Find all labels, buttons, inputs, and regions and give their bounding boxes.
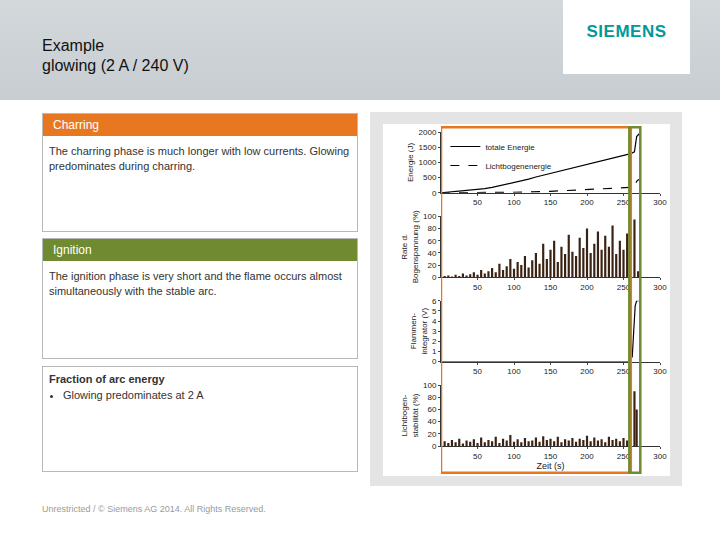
svg-text:20: 20 bbox=[427, 430, 436, 439]
svg-text:60: 60 bbox=[427, 237, 436, 246]
svg-text:50: 50 bbox=[473, 367, 482, 376]
svg-text:4: 4 bbox=[432, 317, 437, 326]
svg-text:40: 40 bbox=[427, 249, 436, 258]
svg-text:100: 100 bbox=[507, 198, 521, 207]
svg-text:150: 150 bbox=[544, 198, 558, 207]
svg-text:Energie (J): Energie (J) bbox=[406, 143, 415, 182]
svg-text:500: 500 bbox=[423, 173, 437, 182]
html-text:Charring: Charring bbox=[53, 118, 99, 132]
svg-text:80: 80 bbox=[427, 224, 436, 233]
svg-text:300: 300 bbox=[653, 452, 667, 461]
svg-text:200: 200 bbox=[580, 283, 594, 292]
svg-text:150: 150 bbox=[544, 452, 558, 461]
html-text:Glowing predominates at 2 A: Glowing predominates at 2 A bbox=[63, 389, 204, 401]
svg-text:totale Energie: totale Energie bbox=[485, 143, 535, 152]
html-text:SIEMENS: SIEMENS bbox=[586, 22, 667, 41]
svg-text:100: 100 bbox=[423, 381, 437, 390]
svg-text:150: 150 bbox=[544, 283, 558, 292]
svg-text:20: 20 bbox=[427, 261, 436, 270]
html-text:glowing (2 A / 240 V): glowing (2 A / 240 V) bbox=[42, 57, 189, 74]
svg-text:80: 80 bbox=[427, 393, 436, 402]
svg-text:100: 100 bbox=[507, 367, 521, 376]
svg-text:50: 50 bbox=[473, 283, 482, 292]
html-text:The ignition phase is very sho: The ignition phase is very short and the… bbox=[49, 270, 342, 297]
svg-text:Lichtbogen-stabilität (%): Lichtbogen-stabilität (%) bbox=[400, 393, 419, 437]
svg-text:300: 300 bbox=[653, 198, 667, 207]
svg-text:100: 100 bbox=[507, 452, 521, 461]
svg-text:Rate d.Bogenspannung (%): Rate d.Bogenspannung (%) bbox=[400, 210, 419, 283]
svg-text:50: 50 bbox=[473, 452, 482, 461]
svg-text:6: 6 bbox=[432, 297, 437, 306]
svg-text:250: 250 bbox=[617, 198, 631, 207]
svg-text:3: 3 bbox=[432, 327, 437, 336]
svg-text:40: 40 bbox=[427, 417, 436, 426]
svg-text:200: 200 bbox=[580, 367, 594, 376]
svg-text:0: 0 bbox=[432, 189, 437, 198]
svg-text:250: 250 bbox=[617, 367, 631, 376]
html-text:Example: Example bbox=[42, 37, 105, 54]
svg-text:200: 200 bbox=[580, 198, 594, 207]
svg-text:100: 100 bbox=[507, 283, 521, 292]
svg-text:300: 300 bbox=[653, 283, 667, 292]
svg-text:0: 0 bbox=[432, 273, 437, 282]
svg-text:100: 100 bbox=[423, 212, 437, 221]
svg-text:Flammen-integrator (V): Flammen-integrator (V) bbox=[409, 308, 428, 355]
svg-text:1: 1 bbox=[432, 347, 437, 356]
svg-text:2: 2 bbox=[432, 337, 437, 346]
html-text:Ignition: Ignition bbox=[53, 243, 92, 257]
svg-text:1000: 1000 bbox=[419, 158, 437, 167]
html-text:Fraction of arc energy: Fraction of arc energy bbox=[49, 373, 165, 385]
svg-text:60: 60 bbox=[427, 405, 436, 414]
svg-text:150: 150 bbox=[544, 367, 558, 376]
svg-text:0: 0 bbox=[432, 357, 437, 366]
html-text:The charring phase is much lon: The charring phase is much longer with l… bbox=[49, 145, 350, 172]
html-text:Unrestricted / © Siemens AG 20: Unrestricted / © Siemens AG 2014. All Ri… bbox=[42, 504, 266, 514]
svg-text:250: 250 bbox=[617, 452, 631, 461]
svg-text:2000: 2000 bbox=[419, 128, 437, 137]
svg-text:250: 250 bbox=[617, 283, 631, 292]
svg-text:Lichtbogenenergie: Lichtbogenenergie bbox=[485, 162, 551, 171]
svg-text:200: 200 bbox=[580, 452, 594, 461]
svg-text:0: 0 bbox=[432, 442, 437, 451]
svg-text:5: 5 bbox=[432, 307, 437, 316]
svg-text:1500: 1500 bbox=[419, 143, 437, 152]
svg-text:300: 300 bbox=[653, 367, 667, 376]
svg-text:50: 50 bbox=[473, 198, 482, 207]
svg-text:Zeit (s): Zeit (s) bbox=[537, 461, 565, 471]
